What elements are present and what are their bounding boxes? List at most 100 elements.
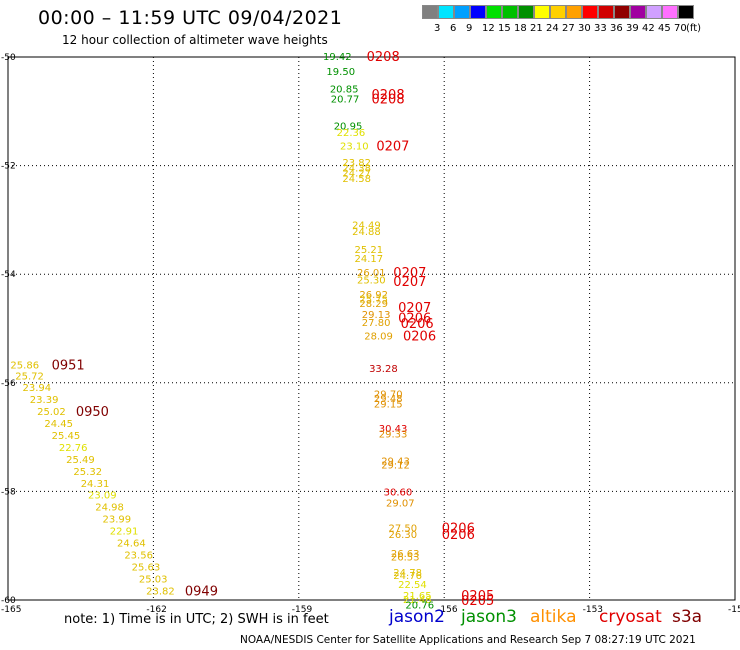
pass-time-label: 0951 [52, 358, 85, 373]
wave-height-value: 30.60 [384, 487, 413, 498]
wave-height-value: 33.28 [369, 364, 398, 375]
color-swatch [582, 5, 598, 19]
wave-height-value: 22.76 [59, 443, 88, 454]
wave-height-value: 24.27 [342, 169, 371, 180]
legend-item-jason2: jason2 [389, 607, 445, 627]
color-scale-label: 33 [594, 23, 607, 34]
color-swatch [422, 5, 438, 19]
pass-time-label: 0208 [367, 50, 400, 65]
color-swatch [518, 5, 534, 19]
wave-height-value: 24.17 [355, 254, 384, 265]
footer-credit: NOAA/NESDIS Center for Satellite Applica… [240, 634, 696, 646]
latitude-tick-label: -52 [1, 162, 16, 172]
color-scale-label: 3 [434, 23, 441, 34]
longitude-tick-label: -156 [437, 605, 458, 615]
pass-time-label: 0207 [376, 140, 409, 155]
color-scale-label: 70 [674, 23, 687, 34]
legend-item-jason3: jason3 [461, 607, 517, 627]
wave-height-value: 24.58 [342, 174, 371, 185]
wave-height-value: 26.01 [357, 268, 386, 279]
wave-height-value: 27.80 [362, 318, 391, 329]
pass-time-label: 0949 [185, 584, 218, 599]
color-swatch [502, 5, 518, 19]
pass-time-label: 0207 [393, 266, 426, 281]
pass-time-label: 0205 [461, 589, 494, 604]
map-frame [7, 56, 736, 601]
wave-height-value: 26.53 [391, 553, 420, 564]
latitude-tick-label: -56 [1, 379, 16, 389]
color-scale-label: 42 [642, 23, 655, 34]
wave-height-value: 29.12 [381, 460, 410, 471]
pass-time-label: 0207 [398, 301, 431, 316]
longitude-tick-label: -150 [728, 605, 740, 615]
wave-height-value: 23.39 [30, 395, 59, 406]
pass-time-label: 0206 [403, 330, 436, 345]
color-swatch [550, 5, 566, 19]
wave-height-value: 29.07 [386, 498, 415, 509]
color-swatch [662, 5, 678, 19]
color-swatch [470, 5, 486, 19]
wave-height-value: 24.76 [393, 571, 422, 582]
wave-height-value: 20.95 [334, 122, 363, 133]
wave-height-value: 20.85 [330, 85, 359, 96]
latitude-tick-label: -54 [1, 270, 16, 280]
wave-height-value: 29.15 [374, 400, 403, 411]
wave-height-value: 21.65 [403, 591, 432, 602]
color-swatch [614, 5, 630, 19]
pass-time-label: 0206 [442, 521, 475, 536]
pass-time-label: 0950 [76, 405, 109, 420]
longitude-tick-label: -162 [146, 605, 166, 615]
wave-height-value: 26.92 [359, 290, 388, 301]
wave-height-value: 24.38 [342, 163, 371, 174]
wave-height-value: 25.75 [359, 295, 388, 306]
wave-height-value: 25.86 [10, 360, 39, 371]
wave-height-value: 30.43 [379, 424, 408, 435]
color-scale-label: 18 [514, 23, 527, 34]
color-scale-label: 21 [530, 23, 543, 34]
wave-height-value: 29.70 [374, 390, 403, 401]
wave-height-value: 27.50 [388, 523, 417, 534]
color-swatch [438, 5, 454, 19]
wave-height-value: 25.63 [132, 562, 161, 573]
wave-height-value: 29.48 [374, 394, 403, 405]
map-subtitle: 12 hour collection of altimeter wave hei… [62, 33, 328, 47]
color-scale-label: 36 [610, 23, 623, 34]
wave-height-value: 21.48 [403, 595, 432, 606]
latitude-tick-label: -60 [1, 596, 16, 606]
pass-time-label: 0206 [398, 312, 431, 327]
wave-height-value: 29.33 [379, 429, 408, 440]
color-swatch [630, 5, 646, 19]
color-swatch [534, 5, 550, 19]
pass-time-label: 0208 [372, 92, 405, 107]
wave-height-value: 23.82 [342, 158, 371, 169]
wave-height-value: 23.99 [103, 515, 132, 526]
wave-height-value: 20.76 [405, 600, 434, 611]
wave-height-value: 25.49 [66, 455, 95, 466]
wave-height-value: 22.36 [337, 128, 366, 139]
wave-height-value: 24.64 [117, 539, 146, 550]
wave-height-value: 22.54 [398, 580, 427, 591]
wave-height-value: 19.42 [323, 52, 352, 63]
wave-height-value: 26.30 [388, 530, 417, 541]
color-scale-label: 15 [498, 23, 511, 34]
note-text: note: 1) Time is in UTC; 2) SWH is in fe… [64, 612, 329, 627]
color-scale-label: 30 [578, 23, 591, 34]
latitude-tick-label: -50 [1, 53, 16, 63]
color-swatch [646, 5, 662, 19]
wave-height-value: 24.31 [81, 479, 110, 490]
color-scale-label: 39 [626, 23, 639, 34]
wave-height-value: 22.91 [110, 527, 139, 538]
color-scale-label: 45 [658, 23, 671, 34]
wave-height-value: 23.09 [88, 491, 117, 502]
longitude-tick-label: -159 [292, 605, 313, 615]
color-scale-label: 6 [450, 23, 457, 34]
wave-height-value: 24.98 [95, 503, 124, 514]
pass-time-label: 0206 [442, 528, 475, 543]
wave-height-value: 29.43 [381, 457, 410, 468]
legend-item-cryosat: cryosat [599, 607, 662, 627]
latitude-tick-label: -58 [1, 487, 16, 497]
color-scale-label: 27 [562, 23, 575, 34]
legend-item-altika: altika [530, 607, 577, 627]
wave-height-value: 25.72 [15, 371, 44, 382]
